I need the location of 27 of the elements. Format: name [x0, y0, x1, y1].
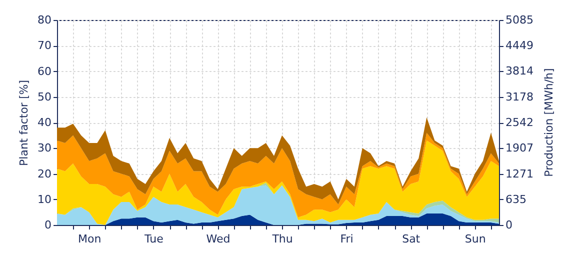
- y-tick-label: 10: [38, 192, 52, 206]
- y-tick-label: 80: [38, 14, 52, 26]
- y2-tick-label: 2542: [506, 116, 534, 130]
- x-tick-label: Wed: [206, 232, 230, 246]
- y-tick-label: 50: [38, 90, 52, 104]
- y2-tick-label: 4449: [506, 39, 534, 52]
- x-tick-label: Sun: [464, 232, 486, 246]
- y2-tick-label: 3178: [506, 90, 534, 104]
- x-tick-label: Thu: [271, 232, 293, 246]
- y2-tick-label: 635: [506, 192, 526, 206]
- x-tick-label: Tue: [144, 232, 164, 246]
- x-tick-label: Fri: [340, 232, 354, 246]
- y-tick-label: 0: [44, 218, 52, 232]
- x-tick-label: Sat: [402, 232, 421, 246]
- y-axis-title: Plant factor [%]: [18, 80, 31, 166]
- y2-tick-label: 5085: [506, 14, 534, 26]
- x-tick-label: Mon: [78, 232, 102, 246]
- y2-tick-label: 0: [506, 218, 512, 232]
- y2-tick-label: 1907: [506, 142, 534, 155]
- y-tick-label: 30: [38, 142, 52, 155]
- y2-tick-label: 1271: [506, 167, 534, 180]
- y-tick-label: 70: [38, 39, 52, 52]
- y2-tick-label: 3814: [506, 64, 534, 78]
- y2-axis-title: Production [MWh/h]: [542, 68, 556, 177]
- y-tick-label: 20: [38, 167, 52, 180]
- y-tick-label: 60: [38, 64, 52, 78]
- y-tick-label: 40: [38, 116, 52, 129]
